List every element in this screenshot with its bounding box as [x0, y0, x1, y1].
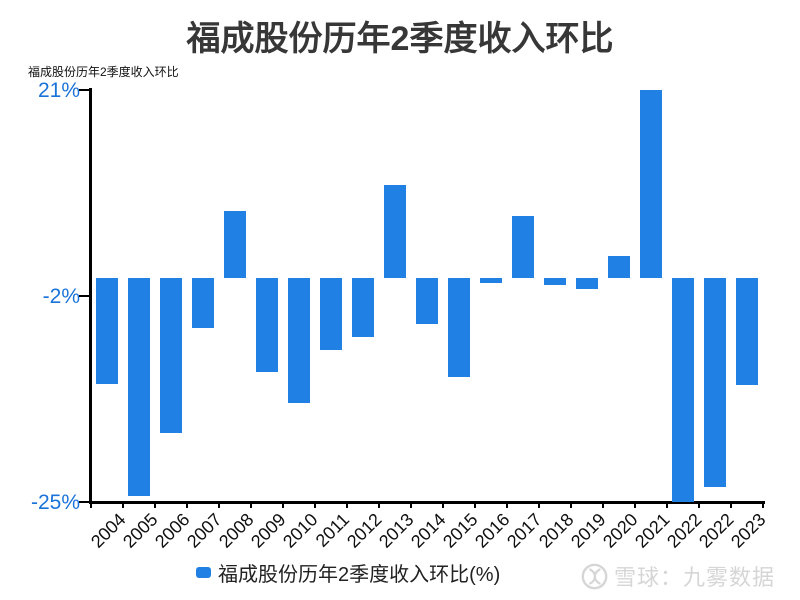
x-axis-tick	[538, 502, 540, 508]
bar-2011-7	[320, 278, 342, 350]
x-axis-tick	[346, 502, 348, 508]
x-axis-line	[89, 501, 765, 504]
bar-2018-14	[544, 278, 566, 286]
legend: 福成股份历年2季度收入环比(%)	[196, 561, 500, 586]
y-tick-label: -2%	[42, 284, 80, 308]
x-axis-tick	[698, 502, 700, 508]
legend-marker	[196, 566, 211, 578]
bar-2017-13	[512, 216, 534, 279]
x-tick-label-2019: 2019	[566, 509, 610, 552]
x-axis-tick	[122, 502, 124, 508]
x-tick-label-2022: 2022	[694, 509, 738, 552]
x-axis-tick	[250, 502, 252, 508]
x-axis-tick	[378, 502, 380, 508]
y-axis-title: 福成股份历年2季度收入环比	[28, 65, 179, 79]
x-tick-label-2020: 2020	[598, 509, 642, 552]
x-axis-tick	[154, 502, 156, 508]
watermark: 雪球：九雾数据	[581, 561, 775, 591]
x-tick-label-2012: 2012	[342, 509, 386, 552]
y-axis-tick	[79, 500, 89, 504]
y-tick-label: -25%	[30, 490, 80, 514]
x-tick-label-2015: 2015	[438, 509, 482, 552]
x-tick-label-2010: 2010	[278, 509, 322, 552]
x-axis-tick	[218, 502, 220, 508]
x-axis-tick	[282, 502, 284, 508]
x-axis-tick	[186, 502, 188, 508]
bar-2007-3	[192, 278, 214, 329]
x-axis-tick	[634, 502, 636, 508]
x-axis-tick	[442, 502, 444, 508]
bar-2016-12	[480, 278, 502, 283]
x-axis-tick	[90, 502, 92, 508]
bar-2021-17	[640, 90, 662, 279]
x-tick-label-2013: 2013	[374, 509, 418, 552]
x-tick-label-2008: 2008	[214, 509, 258, 552]
x-tick-label-2014: 2014	[406, 509, 450, 552]
x-axis-tick	[730, 502, 732, 508]
x-tick-label-2006: 2006	[150, 509, 194, 552]
y-axis-tick	[79, 294, 89, 298]
legend-label: 福成股份历年2季度收入环比(%)	[218, 563, 501, 586]
x-axis-tick	[314, 502, 316, 508]
x-tick-label-2023: 2023	[726, 509, 770, 552]
x-tick-label-2017: 2017	[502, 509, 546, 552]
x-tick-label-2009: 2009	[246, 509, 290, 552]
x-axis-tick	[570, 502, 572, 508]
bar-2020-16	[608, 255, 630, 279]
x-axis-tick	[666, 502, 668, 508]
bar-2019-15	[576, 278, 598, 289]
x-tick-label-2004: 2004	[86, 509, 130, 552]
y-tick-label: 21%	[37, 78, 80, 102]
bar-2015-11	[448, 278, 470, 377]
bar-2022-19	[704, 278, 726, 487]
x-tick-label-2016: 2016	[470, 509, 514, 552]
x-axis-tick	[762, 502, 764, 508]
bar-2009-5	[256, 278, 278, 373]
x-axis-tick	[474, 502, 476, 508]
watermark-text: 雪球：九雾数据	[614, 565, 776, 590]
x-tick-label-2021: 2021	[630, 509, 674, 552]
x-tick-label-2018: 2018	[534, 509, 578, 552]
y-axis-tick	[79, 88, 89, 92]
xueqiu-logo-icon	[581, 563, 608, 589]
bar-2013-9	[384, 184, 406, 279]
bar-2023-20	[736, 278, 758, 385]
bar-2010-6	[288, 278, 310, 403]
bar-2006-2	[160, 278, 182, 434]
x-tick-label-2022: 2022	[662, 509, 706, 552]
bar-2022-18	[672, 278, 694, 502]
bar-2005-1	[128, 278, 150, 496]
x-tick-label-2007: 2007	[182, 509, 226, 552]
x-axis-tick	[602, 502, 604, 508]
y-axis-line	[89, 88, 92, 503]
x-tick-label-2011: 2011	[311, 509, 354, 551]
chart-title: 福成股份历年2季度收入环比	[186, 20, 614, 58]
bar-2014-10	[416, 278, 438, 324]
x-axis-tick	[506, 502, 508, 508]
x-axis-tick	[410, 502, 412, 508]
bar-2004-0	[96, 278, 118, 384]
bar-2012-8	[352, 278, 374, 338]
bar-2008-4	[224, 210, 246, 279]
x-tick-label-2005: 2005	[118, 509, 162, 552]
